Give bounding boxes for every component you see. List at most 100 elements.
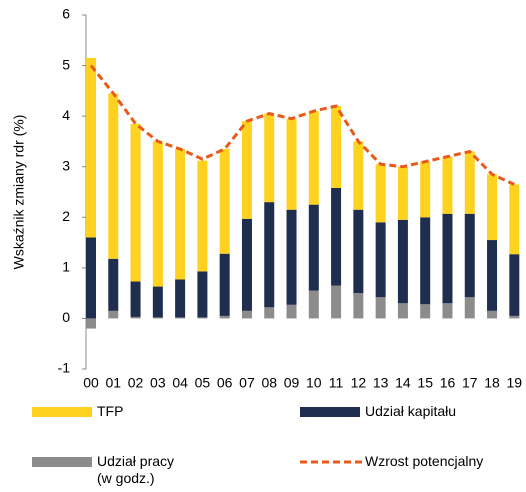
legend-label: TFP bbox=[97, 403, 124, 419]
legend-label: Udział kapitału bbox=[365, 403, 457, 419]
y-tick-label: 2 bbox=[62, 208, 70, 224]
bar bbox=[241, 121, 252, 219]
x-tick-label: 11 bbox=[329, 375, 344, 391]
bar bbox=[420, 304, 431, 319]
bar bbox=[86, 237, 96, 319]
bar bbox=[487, 310, 498, 319]
legend-swatch bbox=[32, 457, 92, 467]
bar bbox=[130, 281, 141, 317]
bar bbox=[397, 303, 408, 319]
x-tick-label: 01 bbox=[105, 375, 121, 391]
bar bbox=[219, 253, 230, 316]
bar bbox=[464, 151, 475, 214]
legend bbox=[32, 407, 362, 467]
bar bbox=[197, 317, 208, 319]
y-tick-label: 6 bbox=[62, 6, 70, 22]
bar bbox=[464, 213, 475, 298]
bar bbox=[375, 222, 386, 298]
bar bbox=[86, 318, 96, 329]
y-tick-label: 3 bbox=[62, 157, 70, 173]
y-tick-label: 1 bbox=[62, 259, 70, 275]
bar bbox=[353, 293, 364, 319]
bar bbox=[308, 290, 319, 319]
x-tick-label: 18 bbox=[484, 375, 500, 391]
bar bbox=[397, 166, 408, 220]
x-tick-label: 16 bbox=[440, 375, 456, 391]
x-tick-label: 07 bbox=[239, 375, 255, 391]
y-tick-label: -1 bbox=[58, 360, 71, 376]
x-tick-label: 10 bbox=[306, 375, 322, 391]
bar bbox=[308, 111, 319, 205]
legend-swatch bbox=[32, 407, 92, 417]
bar bbox=[219, 315, 230, 319]
bar bbox=[241, 310, 252, 319]
legend-swatch bbox=[300, 407, 360, 417]
bar bbox=[353, 209, 364, 294]
bar bbox=[86, 57, 96, 238]
x-tick-label: 09 bbox=[284, 375, 300, 391]
bar bbox=[175, 149, 186, 280]
bar bbox=[331, 106, 342, 188]
bar bbox=[487, 240, 498, 311]
legend-label: Udział pracy (w godz.) bbox=[97, 453, 175, 486]
bar bbox=[130, 123, 141, 282]
bar bbox=[241, 218, 252, 311]
x-tick-label: 14 bbox=[395, 375, 411, 391]
bar bbox=[353, 141, 364, 210]
bar bbox=[286, 304, 297, 319]
line-series bbox=[89, 64, 515, 186]
x-tick-label: 06 bbox=[217, 375, 233, 391]
bar bbox=[197, 160, 208, 272]
x-tick-label: 12 bbox=[351, 375, 367, 391]
x-tick-label: 17 bbox=[462, 375, 478, 391]
bar bbox=[442, 213, 453, 304]
bar bbox=[286, 209, 297, 305]
x-tick-label: 00 bbox=[83, 375, 99, 391]
bar bbox=[331, 187, 342, 286]
bar bbox=[152, 141, 163, 287]
bar bbox=[152, 286, 163, 318]
x-tick-label: 15 bbox=[417, 375, 433, 391]
bar bbox=[442, 303, 453, 319]
bar bbox=[308, 204, 319, 291]
x-tick-label: 02 bbox=[128, 375, 144, 391]
x-tick-label: 03 bbox=[150, 375, 166, 391]
bar bbox=[197, 271, 208, 318]
bar bbox=[264, 113, 275, 203]
y-tick-label: 0 bbox=[62, 309, 70, 325]
bar bbox=[175, 317, 186, 319]
bar bbox=[108, 310, 119, 319]
x-tick-label: 19 bbox=[507, 375, 523, 391]
x-tick-label: 08 bbox=[261, 375, 277, 391]
bar bbox=[509, 184, 520, 255]
y-tick-label: 5 bbox=[62, 56, 70, 72]
bar bbox=[219, 149, 230, 254]
bar bbox=[375, 164, 386, 223]
legend-label: Wzrost potencjalny bbox=[365, 453, 484, 469]
y-tick-label: 4 bbox=[62, 107, 70, 123]
bar bbox=[331, 285, 342, 319]
bar bbox=[397, 219, 408, 304]
bar bbox=[487, 174, 498, 241]
bar bbox=[442, 156, 453, 214]
x-tick-label: 04 bbox=[172, 375, 188, 391]
bar bbox=[175, 279, 186, 318]
bar bbox=[130, 316, 141, 319]
x-tick-label: 13 bbox=[373, 375, 389, 391]
bar bbox=[509, 254, 520, 316]
bar bbox=[108, 93, 119, 259]
y-axis-label: Wskaźnik zmiany rdr (%) bbox=[11, 115, 27, 270]
bar bbox=[264, 307, 275, 319]
bar bbox=[108, 258, 119, 311]
bar bbox=[420, 161, 431, 218]
bar bbox=[375, 297, 386, 319]
bar bbox=[509, 315, 520, 319]
bar bbox=[464, 297, 475, 319]
x-tick-label: 05 bbox=[195, 375, 211, 391]
bar bbox=[264, 202, 275, 308]
bar bbox=[420, 217, 431, 305]
bar bbox=[286, 118, 297, 210]
bar bbox=[152, 317, 163, 319]
